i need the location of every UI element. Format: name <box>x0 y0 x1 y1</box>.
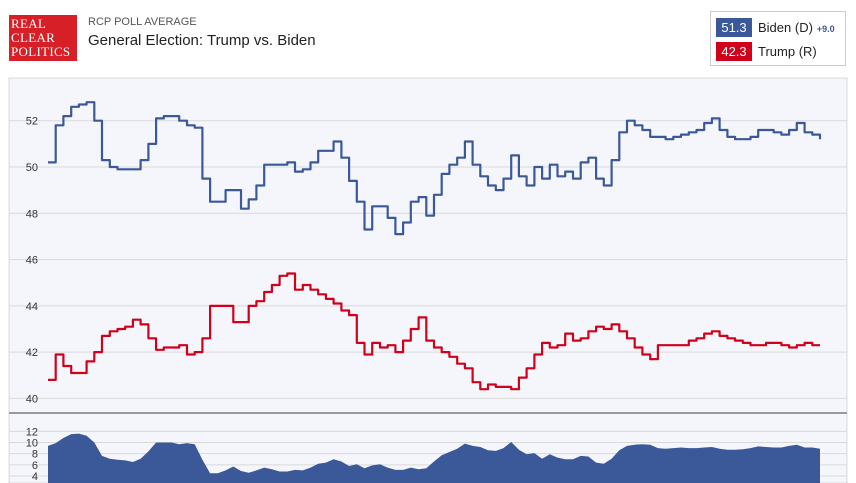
spread-tick-label: 12 <box>26 426 38 438</box>
series-line-biden <box>48 101 822 236</box>
series-line-trump <box>48 272 820 391</box>
spread-tick-label: 10 <box>26 438 38 450</box>
y-tick-label: 42 <box>26 347 38 359</box>
y-tick-label: 40 <box>26 393 38 405</box>
legend-value-trump: 42.3 <box>716 42 752 61</box>
y-tick-label: 50 <box>26 162 38 174</box>
header: REAL CLEAR POLITICS RCP POLL AVERAGE Gen… <box>0 0 856 78</box>
legend: 51.3 Biden (D) +9.0 42.3 Trump (R) <box>710 11 846 66</box>
legend-name-biden: Biden (D) <box>758 20 813 35</box>
legend-name-trump: Trump (R) <box>758 44 817 59</box>
page-title: General Election: Trump vs. Biden <box>88 32 316 49</box>
legend-spread: +9.0 <box>816 24 835 34</box>
plot-area <box>8 77 848 483</box>
y-tick-label: 44 <box>26 301 38 313</box>
y-tick-label: 48 <box>26 208 38 220</box>
y-tick-label: 46 <box>26 255 38 267</box>
spread-area <box>48 433 820 483</box>
spread-tick-label: 4 <box>32 471 38 483</box>
legend-value-biden: 51.3 <box>716 18 752 37</box>
spread-tick-label: 8 <box>32 449 38 461</box>
kicker: RCP POLL AVERAGE <box>88 16 197 28</box>
logo-line: POLITICS <box>11 44 71 59</box>
rcp-logo[interactable]: REAL CLEAR POLITICS <box>9 15 77 61</box>
y-tick-label: 52 <box>26 116 38 128</box>
logo-line: REAL <box>11 16 47 31</box>
logo-line: CLEAR <box>11 30 56 45</box>
spread-tick-label: 6 <box>32 460 38 472</box>
